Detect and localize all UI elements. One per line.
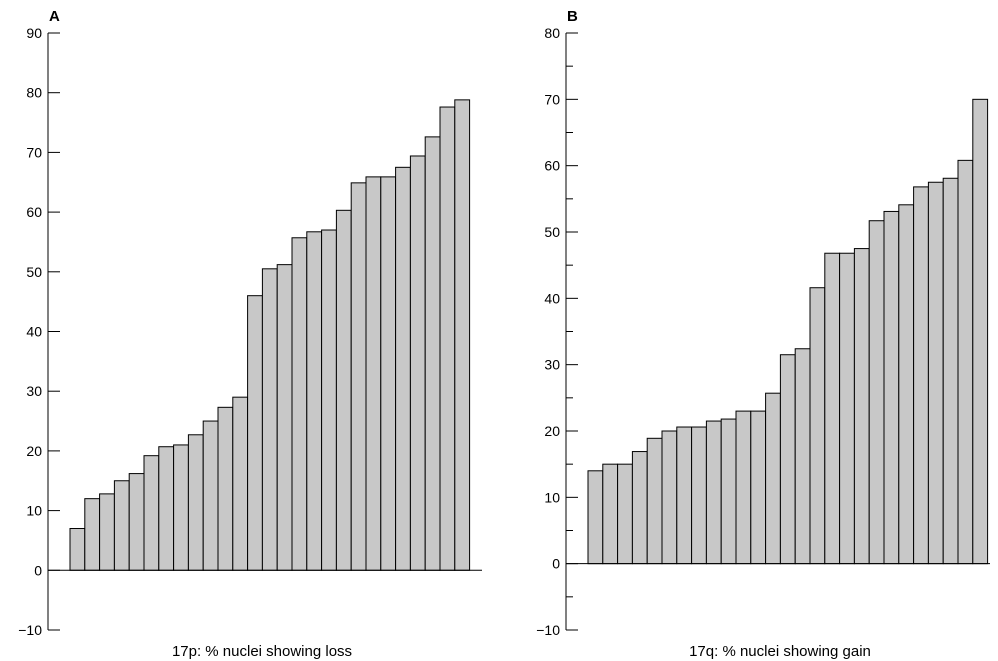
bar [261, 268, 278, 571]
y-tick-label: 10 [544, 489, 560, 505]
bar [794, 348, 811, 565]
y-tick-label: 50 [26, 264, 42, 280]
y-tick-label: 80 [26, 85, 42, 101]
bar [232, 396, 249, 571]
bar [809, 287, 826, 565]
y-tick-label: 0 [34, 562, 42, 578]
chart-panel-b: B 17q: % nuclei showing gain −10 0 10 20 30 4… [536, 8, 990, 660]
bar [395, 166, 411, 571]
y-tick-label: −10 [18, 622, 42, 638]
bar [380, 176, 397, 571]
bar [839, 252, 855, 565]
bar [765, 392, 781, 565]
bar [957, 159, 974, 565]
bar [913, 186, 929, 565]
bar [720, 418, 737, 565]
bar [424, 136, 441, 571]
bar [454, 99, 471, 571]
bar [365, 176, 382, 571]
bar [276, 264, 293, 571]
bar [617, 463, 633, 565]
y-tick-label: 60 [26, 204, 42, 220]
y-tick-label: 60 [544, 158, 560, 174]
bar [676, 426, 693, 565]
bar [779, 354, 796, 565]
bar [143, 455, 160, 571]
y-tick-label: 0 [552, 556, 560, 572]
bar [646, 437, 663, 565]
bar [439, 106, 456, 571]
bar [587, 470, 604, 565]
bar [335, 209, 352, 571]
bar [128, 473, 145, 571]
bar [735, 410, 752, 565]
bar [84, 498, 101, 571]
bar [602, 463, 619, 565]
bar [853, 248, 870, 565]
y-tick-label: 30 [26, 383, 42, 399]
y-tick-label: 40 [26, 324, 42, 340]
bar [705, 420, 722, 565]
bar [409, 155, 426, 571]
y-tick-label: 20 [544, 423, 560, 439]
y-tick-label: 80 [544, 25, 560, 41]
bar [321, 229, 337, 571]
bar [187, 434, 204, 571]
x-axis-title-b: 17q: % nuclei showing gain [689, 643, 871, 660]
bar [69, 528, 86, 571]
y-tick-label: 30 [544, 357, 560, 373]
bar [661, 430, 678, 565]
bar [927, 181, 944, 565]
panel-label-b: B [567, 8, 578, 25]
bar [972, 98, 989, 565]
bar [942, 177, 959, 565]
y-tick-label: 70 [26, 144, 42, 160]
bar [824, 252, 841, 565]
bar [750, 410, 767, 565]
y-tick-label: 40 [544, 290, 560, 306]
bar [868, 220, 885, 565]
y-tick-label: 20 [26, 443, 42, 459]
bar [173, 444, 189, 571]
y-tick-label: 70 [544, 91, 560, 107]
bar [350, 182, 367, 571]
x-axis-title-a: 17p: % nuclei showing loss [172, 643, 352, 660]
bar [691, 426, 707, 565]
bar [898, 204, 915, 565]
bar [247, 295, 263, 571]
bar [202, 420, 219, 571]
bar [113, 480, 130, 571]
y-tick-label: −10 [536, 622, 560, 638]
bar [631, 451, 648, 565]
bar [217, 406, 234, 571]
y-tick-label: 10 [26, 503, 42, 519]
panel-label-a: A [49, 8, 60, 25]
bar [158, 446, 175, 571]
bar [99, 493, 115, 571]
y-tick-label: 50 [544, 224, 560, 240]
chart-panel-a: A 17p: % nuclei showing loss −10 0 10 20 30 4… [18, 8, 482, 660]
bar [883, 210, 900, 565]
y-tick-label: 90 [26, 25, 42, 41]
bar [306, 231, 323, 571]
bar [291, 237, 308, 571]
